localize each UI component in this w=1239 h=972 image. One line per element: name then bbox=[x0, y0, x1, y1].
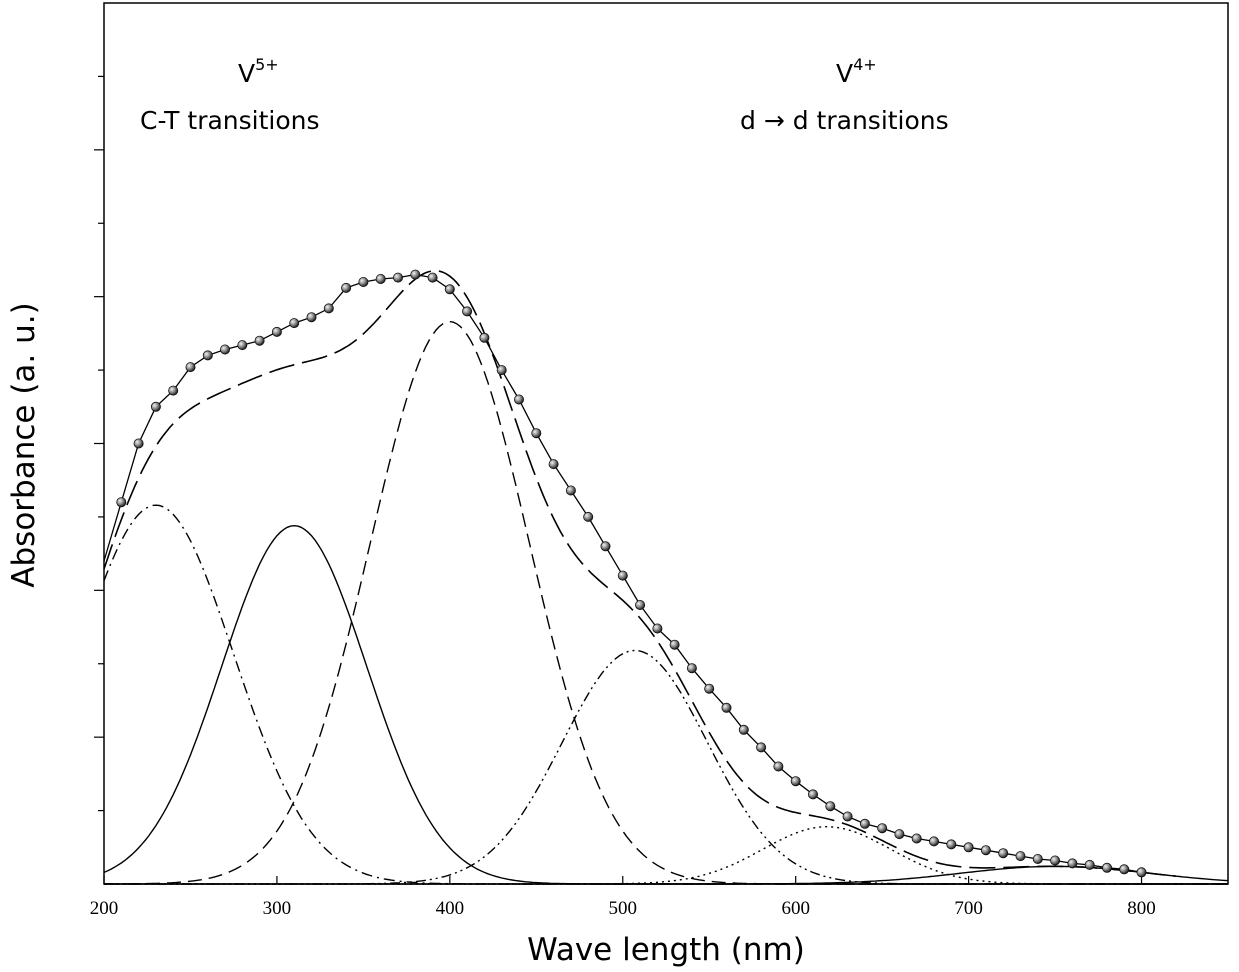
data-point bbox=[738, 724, 749, 735]
arrow-icon: → bbox=[764, 106, 785, 135]
data-point bbox=[911, 833, 922, 844]
fit-component-3 bbox=[103, 320, 1228, 885]
data-point bbox=[444, 284, 455, 295]
data-point bbox=[150, 401, 161, 412]
data-point bbox=[963, 842, 974, 853]
data-point bbox=[1067, 858, 1078, 869]
data-point bbox=[427, 272, 438, 283]
data-point bbox=[859, 818, 870, 829]
x-tick-label-800: 800 bbox=[1127, 898, 1156, 919]
data-point bbox=[514, 394, 525, 405]
annotation-v5: V5+ C-T transitions bbox=[140, 55, 320, 135]
data-point bbox=[669, 639, 680, 650]
fit-component-2 bbox=[103, 524, 1228, 885]
data-point bbox=[185, 362, 196, 373]
data-point bbox=[375, 273, 386, 284]
annotation-v5-text: C-T transitions bbox=[140, 106, 320, 135]
plot-frame bbox=[103, 2, 1229, 885]
annotation-v5-species: V bbox=[238, 59, 255, 88]
annotation-v5-charge: 5+ bbox=[255, 55, 279, 74]
annotation-v4-species: V bbox=[836, 59, 853, 88]
data-point bbox=[202, 350, 213, 361]
data-point bbox=[392, 272, 403, 283]
data-point bbox=[133, 438, 144, 449]
data-point bbox=[496, 365, 507, 376]
data-point bbox=[980, 845, 991, 856]
svg-text:V5+: V5+ bbox=[238, 55, 279, 88]
data-point bbox=[254, 335, 265, 346]
data-point bbox=[1084, 859, 1095, 870]
fit-component-5 bbox=[104, 825, 1228, 885]
data-point bbox=[998, 848, 1009, 859]
data-point bbox=[1136, 867, 1147, 878]
data-point bbox=[289, 318, 300, 329]
annotation-v4-text-part2: d transitions bbox=[785, 106, 949, 135]
experimental-points bbox=[116, 269, 1147, 878]
y-axis-title: Absorbance (a. u.) bbox=[6, 302, 42, 587]
svg-text:V4+: V4+ bbox=[836, 55, 877, 88]
data-point bbox=[1119, 864, 1130, 875]
data-point bbox=[1102, 862, 1113, 873]
data-point bbox=[946, 839, 957, 850]
fit-component-1 bbox=[103, 504, 1228, 885]
x-tick-label-600: 600 bbox=[781, 898, 810, 919]
x-tick-label-500: 500 bbox=[609, 898, 638, 919]
x-tick-label-200: 200 bbox=[90, 898, 119, 919]
fit-component-4 bbox=[104, 649, 1228, 885]
data-point bbox=[168, 385, 179, 396]
x-axis-title: Wave length (nm) bbox=[527, 932, 805, 968]
data-point bbox=[531, 428, 542, 439]
data-point bbox=[721, 702, 732, 713]
data-point bbox=[808, 789, 819, 800]
data-point bbox=[825, 801, 836, 812]
x-tick-label-400: 400 bbox=[436, 898, 465, 919]
data-point bbox=[410, 269, 421, 280]
data-point bbox=[894, 829, 905, 840]
data-point bbox=[341, 282, 352, 293]
data-point bbox=[271, 326, 282, 337]
fit-envelope-line bbox=[103, 269, 1177, 877]
data-point bbox=[773, 761, 784, 772]
data-point bbox=[600, 541, 611, 552]
annotation-v4: V4+ d → d transitions bbox=[740, 55, 949, 135]
data-point bbox=[323, 303, 334, 314]
x-axis-ticks: 200 300 400 500 600 700 800 bbox=[90, 876, 1156, 919]
data-point bbox=[1015, 851, 1026, 862]
data-point bbox=[686, 663, 697, 674]
data-point bbox=[877, 823, 888, 834]
fit-component-6 bbox=[104, 865, 1229, 885]
data-point bbox=[756, 742, 767, 753]
x-tick-label-300: 300 bbox=[263, 898, 292, 919]
data-point bbox=[306, 312, 317, 323]
fit-components bbox=[103, 320, 1229, 885]
data-point bbox=[237, 340, 248, 351]
data-point bbox=[548, 459, 559, 470]
data-point bbox=[583, 511, 594, 522]
data-point bbox=[565, 485, 576, 496]
annotation-v4-text: d → d transitions bbox=[740, 106, 949, 135]
annotation-v4-charge: 4+ bbox=[853, 55, 877, 74]
data-point bbox=[635, 600, 646, 611]
annotation-v4-text-part1: d bbox=[740, 106, 764, 135]
data-point bbox=[842, 811, 853, 822]
data-point bbox=[790, 776, 801, 787]
data-point bbox=[929, 836, 940, 847]
y-axis-ticks bbox=[94, 75, 104, 812]
data-point bbox=[358, 276, 369, 287]
x-tick-label-700: 700 bbox=[954, 898, 983, 919]
data-point bbox=[116, 497, 127, 508]
data-point bbox=[479, 332, 490, 343]
data-point bbox=[1032, 854, 1043, 865]
data-point bbox=[617, 570, 628, 581]
data-point bbox=[462, 306, 473, 317]
data-point bbox=[652, 623, 663, 634]
data-point bbox=[1050, 855, 1061, 866]
data-point bbox=[219, 344, 230, 355]
data-point bbox=[704, 683, 715, 694]
